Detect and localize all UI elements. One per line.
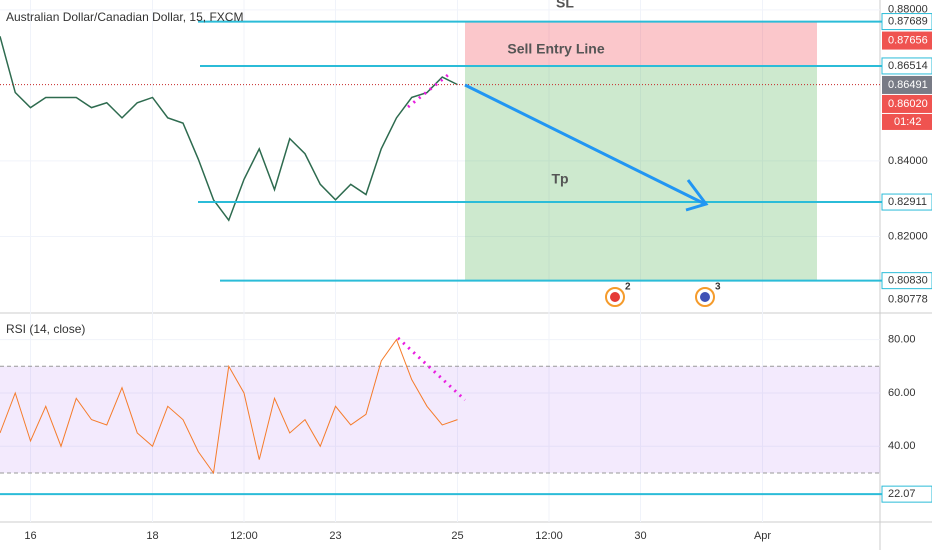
price-tag-label: 0.87656 [888,34,928,46]
x-tick-label: 30 [634,530,646,542]
y-tick-label: 80.00 [888,334,916,346]
annotation: SL [556,0,574,11]
y-tick-label: 0.82000 [888,230,928,242]
price-tag [881,13,932,31]
price-tag-label: 0.86491 [888,79,928,91]
price-tag [882,94,932,113]
y-tick-label: 0.88000 [888,4,928,16]
price-tag [881,272,932,290]
price-tag-label: 0.80778 [888,294,928,306]
indicator-title: RSI (14, close) [6,322,85,336]
x-tick-label: 16 [24,530,36,542]
arrow-head [685,179,709,212]
divergence-line [396,336,467,402]
rsi-band [0,366,880,473]
annotation: Tp [551,171,568,187]
price-line [0,36,458,222]
annotation: Sell Entry Line [507,41,604,57]
price-tag-label: 0.86514 [888,60,928,72]
countdown-tag [882,113,932,130]
price-tag-label: 0.86020 [888,98,928,110]
y-tick-label: 0.84000 [888,155,928,167]
chart-title: Australian Dollar/Canadian Dollar, 15, F… [6,10,243,24]
trend-arrow [464,83,706,206]
price-tag-label: 0.80830 [888,275,928,287]
x-tick-label: 25 [451,530,463,542]
price-tag [882,31,932,50]
divergence-line [407,73,449,109]
price-tag [881,485,932,503]
x-tick-label: 23 [329,530,341,542]
y-tick-label: 60.00 [888,387,916,399]
price-tag-label: 0.87689 [888,15,928,27]
price-line [0,338,458,475]
price-tag [882,290,932,309]
event-count: 3 [715,282,721,293]
countdown: 01:42 [894,116,922,128]
price-tag [881,193,932,211]
price-tag-label: 0.82911 [888,196,927,208]
x-tick-label: Apr [754,530,771,542]
stop-zone [465,21,817,66]
price-tag-label: 22.07 [888,488,916,500]
y-tick-label: 40.00 [888,440,916,452]
event-icon [700,292,710,302]
x-tick-label: 12:00 [230,530,258,542]
x-tick-label: 12:00 [535,530,563,542]
event-count: 2 [625,282,631,293]
price-tag [882,75,932,94]
x-tick-label: 18 [146,530,158,542]
price-tag [881,57,932,75]
event-icon [610,292,620,302]
